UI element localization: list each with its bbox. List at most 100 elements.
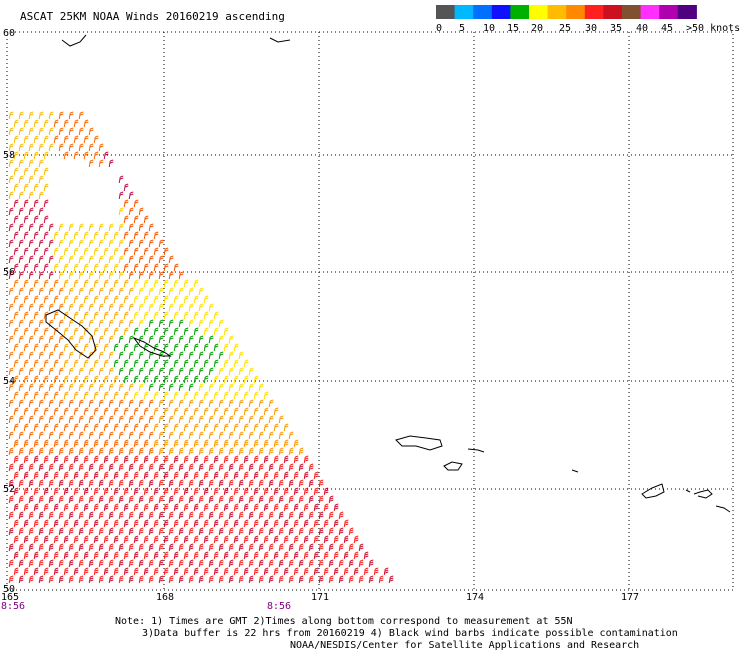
wind-barb	[23, 391, 29, 400]
wind-barb	[223, 391, 229, 400]
wind-barb	[173, 311, 179, 320]
wind-barb	[13, 119, 19, 128]
wind-barb	[133, 407, 139, 416]
wind-barb	[83, 135, 89, 144]
wind-barb	[183, 487, 189, 496]
wind-barb	[158, 511, 164, 520]
wind-barb	[148, 415, 154, 424]
wind-barb	[223, 551, 229, 560]
wind-barb	[83, 503, 89, 512]
wind-barb	[13, 183, 19, 192]
wind-barb	[28, 367, 34, 376]
wind-barb	[138, 463, 144, 472]
wind-barb	[28, 191, 34, 200]
wind-barb	[308, 527, 314, 536]
wind-barb	[198, 479, 204, 488]
wind-barb	[163, 327, 169, 336]
wind-barb	[243, 407, 249, 416]
wind-barb	[138, 351, 144, 360]
wind-barb	[143, 247, 149, 256]
wind-barb	[23, 471, 29, 480]
wind-barb	[153, 311, 159, 320]
wind-barb	[93, 423, 99, 432]
legend-label: 30	[585, 23, 597, 34]
wind-barb	[138, 239, 144, 248]
wind-barb	[288, 511, 294, 520]
wind-barb	[38, 111, 44, 120]
wind-barb	[68, 111, 74, 120]
wind-barb	[258, 447, 264, 456]
wind-barb	[53, 551, 59, 560]
wind-barb	[208, 335, 214, 344]
wind-barb	[218, 399, 224, 408]
wind-barb	[118, 431, 124, 440]
wind-barb	[18, 159, 24, 168]
wind-barb	[128, 335, 134, 344]
wind-barb	[43, 567, 49, 576]
wind-barb	[63, 151, 69, 160]
wind-barb	[253, 503, 259, 512]
wind-barb	[223, 343, 229, 352]
wind-barb	[28, 399, 34, 408]
wind-barb	[258, 463, 264, 472]
wind-barb	[58, 287, 64, 296]
wind-barb	[273, 407, 279, 416]
wind-barb	[98, 495, 104, 504]
wind-barb	[13, 503, 19, 512]
wind-barb	[283, 423, 289, 432]
wind-barb	[213, 391, 219, 400]
wind-barb	[63, 263, 69, 272]
wind-barb	[33, 551, 39, 560]
wind-barb	[283, 551, 289, 560]
wind-barb	[108, 527, 114, 536]
wind-barb	[103, 503, 109, 512]
lat-label-58: 58	[3, 150, 15, 161]
wind-barb	[208, 383, 214, 392]
wind-barb	[63, 439, 69, 448]
wind-barb	[13, 391, 19, 400]
wind-barb	[198, 287, 204, 296]
wind-barb	[78, 303, 84, 312]
wind-barb	[33, 503, 39, 512]
wind-barb	[293, 551, 299, 560]
wind-barb	[143, 503, 149, 512]
wind-barb	[318, 495, 324, 504]
wind-barb	[178, 319, 184, 328]
wind-barb	[123, 247, 129, 256]
wind-barb	[8, 479, 14, 488]
wind-barb	[343, 551, 349, 560]
wind-barb	[48, 367, 54, 376]
wind-barb	[198, 543, 204, 552]
wind-barb	[83, 263, 89, 272]
wind-barb	[78, 383, 84, 392]
wind-barb	[133, 391, 139, 400]
wind-barb	[53, 391, 59, 400]
wind-barb	[203, 439, 209, 448]
wind-barb	[78, 511, 84, 520]
wind-barb	[313, 535, 319, 544]
wind-barb	[38, 191, 44, 200]
wind-barb	[73, 551, 79, 560]
wind-barb	[48, 527, 54, 536]
wind-barb	[73, 567, 79, 576]
wind-barb	[283, 487, 289, 496]
wind-barb	[138, 303, 144, 312]
wind-barb	[123, 359, 129, 368]
wind-barb	[218, 319, 224, 328]
wind-barb	[58, 383, 64, 392]
wind-barb	[88, 431, 94, 440]
wind-barb	[83, 423, 89, 432]
wind-barb	[83, 567, 89, 576]
wind-barb	[238, 527, 244, 536]
wind-barb	[88, 511, 94, 520]
wind-barb	[148, 463, 154, 472]
wind-barb	[303, 487, 309, 496]
wind-barb	[248, 463, 254, 472]
wind-barb	[298, 447, 304, 456]
wind-barb	[143, 487, 149, 496]
wind-barb	[153, 391, 159, 400]
wind-barb	[243, 359, 249, 368]
wind-barb	[68, 511, 74, 520]
wind-barb	[123, 487, 129, 496]
wind-barb	[133, 311, 139, 320]
